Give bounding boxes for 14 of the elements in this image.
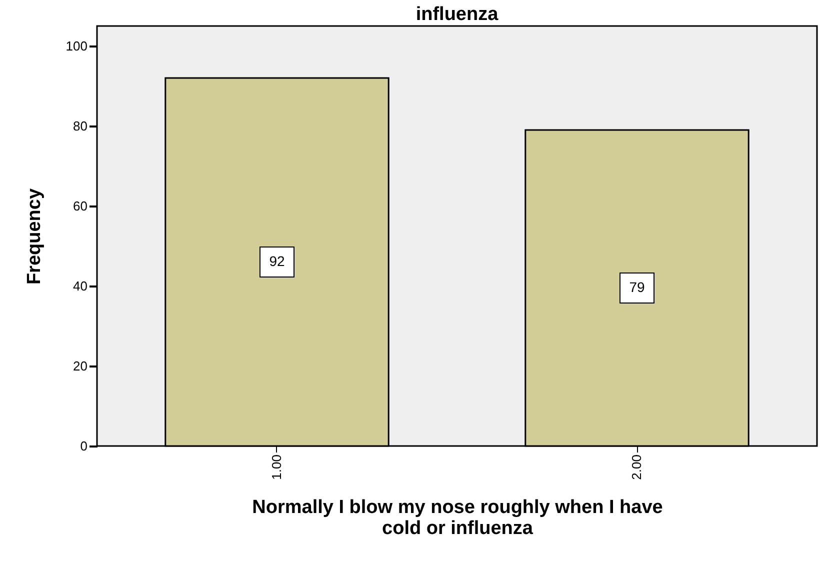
data-label: 79: [629, 279, 645, 295]
y-tick-label: 20: [73, 358, 88, 374]
y-axis-title: Frequency: [24, 188, 45, 285]
x-tick-label: 1.00: [269, 454, 284, 480]
chart-title: influenza: [416, 4, 499, 25]
data-label: 92: [269, 253, 285, 269]
x-tick-label: 2.00: [629, 454, 644, 480]
y-tick-label: 80: [73, 118, 88, 134]
text: cold or influenza: [382, 518, 533, 539]
y-tick-label: 60: [73, 198, 88, 214]
y-tick-label: 0: [80, 438, 88, 454]
y-tick-label: 100: [66, 38, 88, 54]
y-tick-label: 40: [73, 278, 88, 294]
text: Normally I blow my nose roughly when I have: [252, 496, 663, 518]
